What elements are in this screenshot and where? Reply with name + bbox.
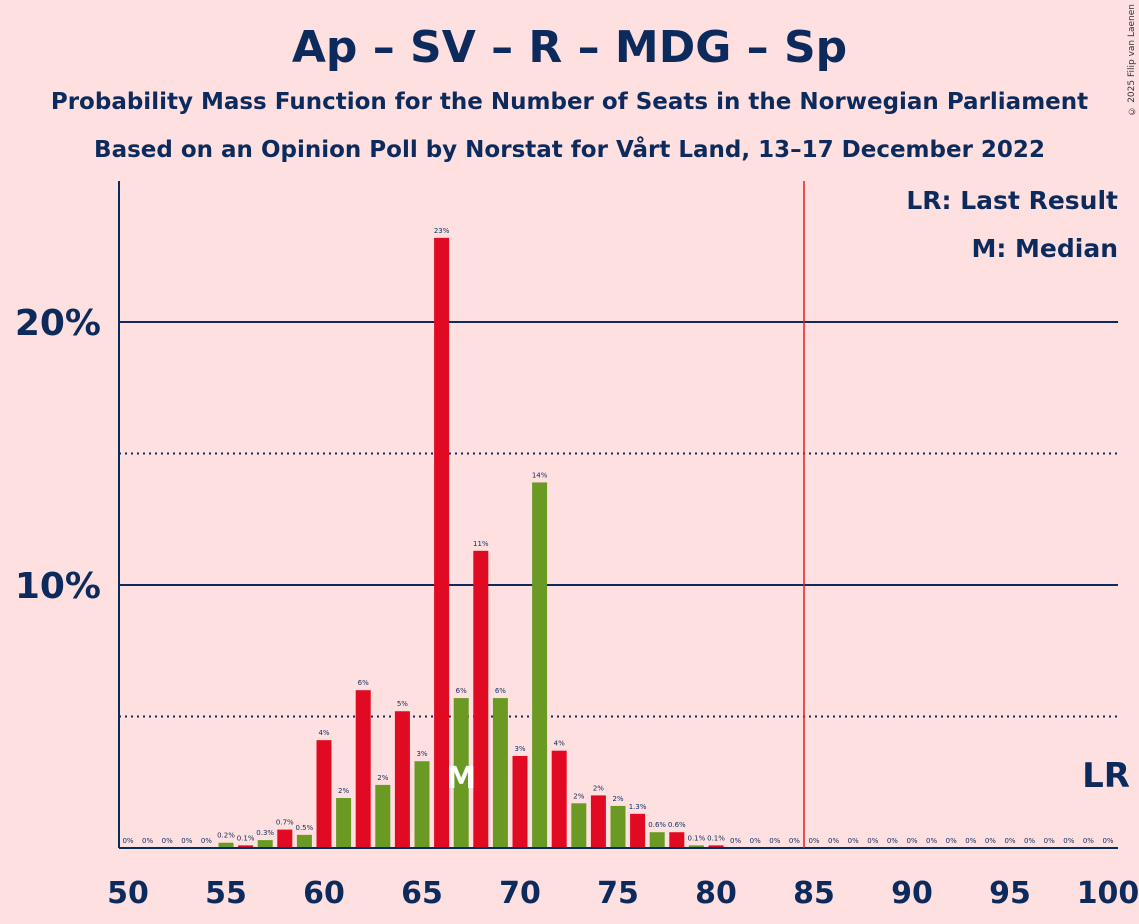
data-label: 0% bbox=[867, 837, 878, 845]
y-tick-label: 10% bbox=[15, 566, 101, 607]
x-tick-labels: 50 55 60 65 70 75 80 85 90 95 100 bbox=[107, 876, 1139, 911]
data-label: 0.7% bbox=[276, 819, 294, 827]
legend-last-result: LR: Last Result bbox=[906, 186, 1118, 215]
data-label: 0% bbox=[181, 837, 192, 845]
bar bbox=[317, 740, 332, 848]
data-label: 0% bbox=[887, 837, 898, 845]
data-label: 0.5% bbox=[296, 824, 314, 832]
data-label: 4% bbox=[554, 740, 565, 748]
bar bbox=[434, 238, 449, 848]
bar bbox=[493, 698, 508, 848]
x-tick-label: 100 bbox=[1077, 876, 1139, 911]
bar bbox=[532, 482, 547, 848]
data-label: 0% bbox=[730, 837, 741, 845]
gridlines bbox=[119, 322, 1118, 717]
data-label: 0% bbox=[1083, 837, 1094, 845]
bar bbox=[611, 806, 626, 848]
bar bbox=[297, 835, 312, 848]
data-label: 0.3% bbox=[256, 829, 274, 837]
data-label: 3% bbox=[514, 745, 525, 753]
bars bbox=[219, 238, 724, 848]
data-label: 2% bbox=[377, 774, 388, 782]
data-label: 0% bbox=[848, 837, 859, 845]
x-tick-label: 70 bbox=[499, 876, 541, 911]
bar bbox=[375, 785, 390, 848]
bar bbox=[277, 830, 292, 848]
data-label: 0% bbox=[926, 837, 937, 845]
y-tick-label: 20% bbox=[15, 303, 101, 344]
data-label: 2% bbox=[593, 784, 604, 792]
data-label: 6% bbox=[358, 679, 369, 687]
bar bbox=[336, 798, 351, 848]
data-label: 0% bbox=[750, 837, 761, 845]
data-label: 0% bbox=[769, 837, 780, 845]
x-tick-label: 65 bbox=[401, 876, 443, 911]
data-label: 0% bbox=[965, 837, 976, 845]
bar bbox=[513, 756, 528, 848]
data-label: 6% bbox=[456, 687, 467, 695]
data-label: 0% bbox=[1044, 837, 1055, 845]
data-label: 0.6% bbox=[668, 821, 686, 829]
data-label: 0.1% bbox=[707, 834, 725, 842]
data-label: 0% bbox=[789, 837, 800, 845]
data-label: 0% bbox=[162, 837, 173, 845]
data-label: 0.1% bbox=[688, 834, 706, 842]
data-label: 0% bbox=[1004, 837, 1015, 845]
data-label: 0% bbox=[985, 837, 996, 845]
x-tick-label: 75 bbox=[597, 876, 639, 911]
bar bbox=[571, 803, 586, 848]
data-label: 1.3% bbox=[629, 803, 647, 811]
x-tick-label: 50 bbox=[107, 876, 149, 911]
data-label: 0% bbox=[1024, 837, 1035, 845]
data-label: 5% bbox=[397, 700, 408, 708]
data-label: 0% bbox=[946, 837, 957, 845]
data-label: 0% bbox=[808, 837, 819, 845]
data-label: 11% bbox=[473, 540, 489, 548]
x-tick-label: 90 bbox=[891, 876, 933, 911]
data-label: 23% bbox=[434, 227, 450, 235]
data-label: 14% bbox=[532, 471, 548, 479]
y-tick-labels: 10% 20% bbox=[15, 303, 101, 607]
data-label: 2% bbox=[612, 795, 623, 803]
data-label: 0% bbox=[201, 837, 212, 845]
bar bbox=[356, 690, 371, 848]
bar bbox=[395, 711, 410, 848]
data-label: 6% bbox=[495, 687, 506, 695]
bar bbox=[591, 795, 606, 848]
data-label: 0.2% bbox=[217, 832, 235, 840]
data-label: 0% bbox=[1102, 837, 1113, 845]
x-tick-label: 80 bbox=[695, 876, 737, 911]
data-label: 0.1% bbox=[237, 834, 255, 842]
data-label: 2% bbox=[338, 787, 349, 795]
data-label: 3% bbox=[416, 750, 427, 758]
data-label: 0.6% bbox=[648, 821, 666, 829]
data-label: 0% bbox=[142, 837, 153, 845]
bar bbox=[415, 761, 430, 848]
bar bbox=[552, 751, 567, 848]
median-marker: M bbox=[446, 761, 476, 796]
x-tick-label: 55 bbox=[205, 876, 247, 911]
legend-median: M: Median bbox=[971, 234, 1118, 263]
x-tick-label: 85 bbox=[793, 876, 835, 911]
bar bbox=[650, 832, 665, 848]
bar bbox=[630, 814, 645, 848]
last-result-marker: LR bbox=[1082, 756, 1130, 796]
x-tick-label: 60 bbox=[303, 876, 345, 911]
bar bbox=[669, 832, 684, 848]
x-tick-label: 95 bbox=[989, 876, 1031, 911]
bar bbox=[473, 551, 488, 848]
data-labels: 0% 0% 0% 0% 0%0.2% 0.1%0.3%0.7%0.5%4%2%6%2%5%… bbox=[122, 227, 1113, 845]
data-label: 0% bbox=[906, 837, 917, 845]
data-label: 0% bbox=[122, 837, 133, 845]
data-label: 0% bbox=[1063, 837, 1074, 845]
bar bbox=[258, 840, 273, 848]
data-label: 2% bbox=[573, 792, 584, 800]
data-label: 0% bbox=[828, 837, 839, 845]
data-label: 4% bbox=[318, 729, 329, 737]
